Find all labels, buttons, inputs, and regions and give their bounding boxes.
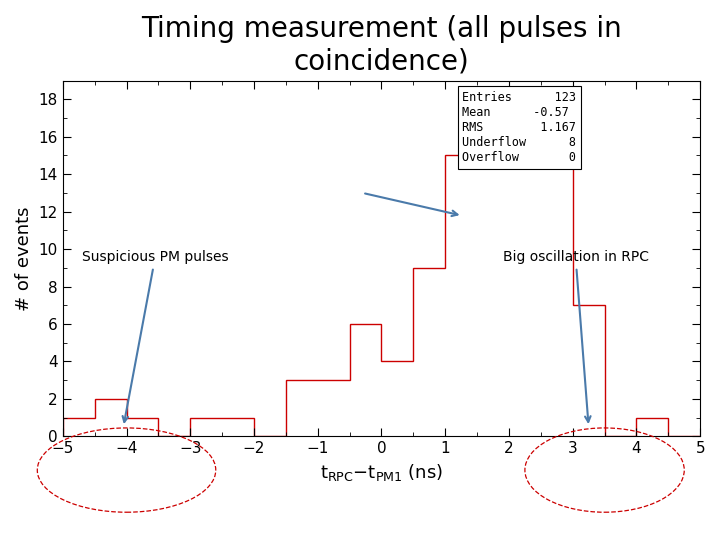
- Text: Suspicious PM pulses: Suspicious PM pulses: [82, 250, 228, 422]
- Text: Big oscillation in RPC: Big oscillation in RPC: [503, 250, 649, 422]
- Text: Entries      123
Mean      -0.57
RMS        1.167
Underflow      8
Overflow     : Entries 123 Mean -0.57 RMS 1.167 Underfl…: [462, 91, 577, 164]
- Y-axis label: # of events: # of events: [15, 206, 33, 310]
- X-axis label: $\mathregular{t_{RPC}}\mathregular{-t_{PM1}}$ (ns): $\mathregular{t_{RPC}}\mathregular{-t_{P…: [320, 462, 443, 483]
- Title: Timing measurement (all pulses in
coincidence): Timing measurement (all pulses in coinci…: [141, 15, 622, 76]
